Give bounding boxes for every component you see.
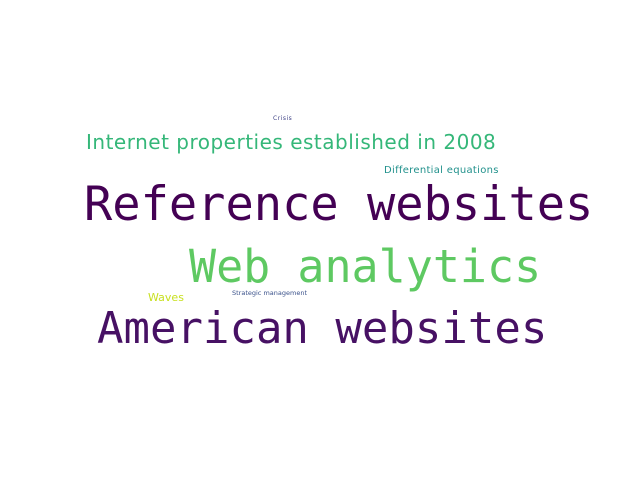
word-waves: Waves bbox=[148, 291, 184, 304]
word-strategic-management: Strategic management bbox=[232, 289, 307, 297]
word-web-analytics: Web analytics bbox=[189, 240, 542, 293]
word-crisis: Crisis bbox=[273, 115, 293, 122]
word-reference-websites: Reference websites bbox=[84, 177, 594, 232]
word-differential-equations: Differential equations bbox=[384, 165, 499, 176]
word-internet-properties: Internet properties established in 2008 bbox=[86, 130, 497, 154]
word-american-websites: American websites bbox=[97, 303, 548, 354]
